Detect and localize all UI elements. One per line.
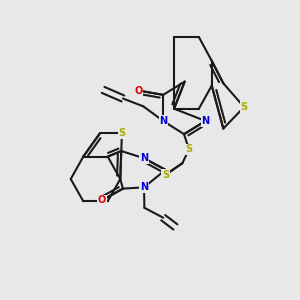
Text: S: S: [241, 102, 248, 112]
Text: N: N: [159, 116, 167, 126]
Text: N: N: [201, 116, 209, 126]
Text: N: N: [140, 153, 148, 163]
Text: S: S: [162, 170, 169, 180]
Text: N: N: [140, 182, 148, 192]
Text: S: S: [185, 144, 193, 154]
Text: O: O: [134, 85, 142, 96]
Text: S: S: [118, 128, 125, 139]
Text: O: O: [98, 195, 106, 205]
